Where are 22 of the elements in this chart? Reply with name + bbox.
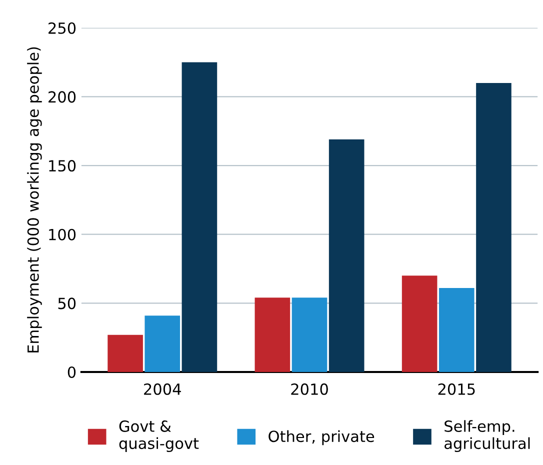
bar xyxy=(438,288,474,372)
x-tick-label: 2015 xyxy=(438,383,475,395)
bar xyxy=(328,139,364,372)
y-tick-label: 250 xyxy=(48,22,76,34)
bar xyxy=(108,334,143,372)
bar xyxy=(476,82,512,372)
y-tick-label: 150 xyxy=(49,160,76,172)
x-tick-label: 2010 xyxy=(291,383,328,395)
y-tick-label: 200 xyxy=(48,91,76,103)
bar xyxy=(144,316,180,372)
legend-label: Self-emp. agricultural xyxy=(444,420,530,452)
bar xyxy=(402,276,438,372)
legend-label: Other, private xyxy=(268,430,374,446)
x-tick-label: 2004 xyxy=(144,383,181,395)
y-axis-title: Employment (000 workingg age people) xyxy=(27,47,42,352)
bar xyxy=(292,298,328,372)
bar xyxy=(254,298,290,372)
y-tick-label: 50 xyxy=(58,298,76,310)
bar xyxy=(182,62,218,372)
y-tick-label: 0 xyxy=(68,366,76,378)
legend-label: Govt & quasi-govt xyxy=(119,420,199,452)
y-tick-label: 100 xyxy=(49,228,76,240)
